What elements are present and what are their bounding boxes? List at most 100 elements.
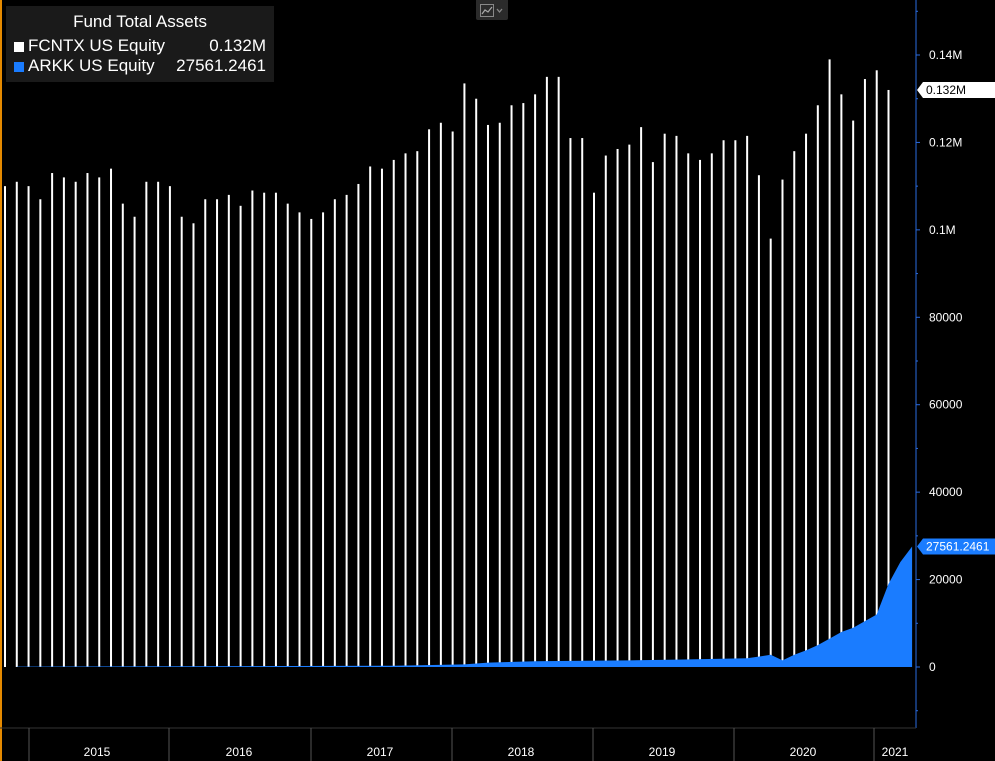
x-tick-label: 2015	[84, 745, 111, 759]
fcntx-bar	[392, 159, 395, 667]
fcntx-bar	[545, 76, 548, 668]
fcntx-bar	[734, 140, 737, 667]
fcntx-bar	[699, 159, 702, 667]
fcntx-bar	[357, 183, 360, 667]
y-tick-label: 0.1M	[929, 223, 956, 237]
x-tick-label: 2019	[649, 745, 676, 759]
fcntx-bar	[428, 129, 431, 668]
legend-row-arkk: ARKK US Equity 27561.2461	[14, 56, 266, 76]
fcntx-bar	[98, 177, 101, 667]
fcntx-bar	[380, 168, 383, 667]
fcntx-bar	[581, 138, 584, 668]
legend-value-fcntx: 0.132M	[209, 36, 266, 55]
fcntx-bar	[651, 162, 654, 667]
left-edge-line	[0, 0, 2, 761]
fcntx-last-value-marker	[917, 81, 995, 98]
y-tick-label: 0	[929, 660, 936, 674]
fcntx-bar	[298, 212, 301, 667]
fcntx-bar	[887, 89, 890, 667]
fcntx-bar	[687, 153, 690, 667]
fcntx-bar	[475, 98, 478, 667]
fcntx-bar	[593, 192, 595, 667]
fcntx-bar	[333, 199, 336, 667]
y-tick-label: 0.12M	[929, 135, 962, 149]
fcntx-bar	[463, 83, 466, 667]
legend-box: Fund Total Assets FCNTX US Equity 0.132M…	[6, 6, 274, 82]
legend-value-arkk: 27561.2461	[176, 56, 266, 75]
arkk-last-value-marker	[917, 538, 995, 555]
arkk-area-layer	[16, 546, 913, 667]
fcntx-bar	[828, 59, 831, 667]
x-tick-label: 2021	[882, 745, 909, 759]
fcntx-bar	[39, 199, 42, 667]
arkk-last-value-label: 27561.2461	[926, 540, 990, 554]
y-tick-label: 40000	[929, 485, 963, 499]
fcntx-bar	[239, 205, 242, 668]
fcntx-bar	[498, 122, 501, 667]
fcntx-bar	[816, 105, 819, 668]
fcntx-bar	[557, 76, 560, 668]
x-tick-label: 2016	[226, 745, 253, 759]
fcntx-bar	[769, 238, 772, 667]
fcntx-bar	[157, 181, 160, 667]
fcntx-bar	[875, 70, 878, 668]
fcntx-bar	[781, 179, 784, 668]
legend-row-fcntx: FCNTX US Equity 0.132M	[14, 36, 266, 56]
y-tick-label: 80000	[929, 310, 963, 324]
fcntx-bar	[675, 135, 678, 667]
fcntx-bar	[439, 122, 442, 667]
fcntx-bar	[322, 212, 325, 667]
fcntx-bar	[263, 192, 266, 667]
fcntx-bar	[62, 177, 65, 667]
fcntx-bar	[369, 166, 372, 667]
fcntx-bar	[204, 199, 207, 667]
fcntx-bar	[451, 131, 454, 667]
fcntx-bar	[251, 190, 254, 667]
fcntx-bar	[640, 127, 643, 668]
fcntx-bar	[404, 153, 407, 667]
fcntx-last-value-label: 0.132M	[926, 83, 966, 97]
fcntx-bar	[522, 103, 525, 668]
fcntx-bar	[628, 144, 631, 668]
fcntx-bar	[805, 133, 808, 667]
fcntx-bar	[840, 94, 843, 668]
fcntx-bar	[180, 216, 183, 667]
fcntx-bar	[722, 140, 725, 667]
fcntx-bar	[569, 138, 572, 668]
fcntx-bar	[510, 105, 513, 668]
fcntx-bar	[51, 173, 54, 667]
fcntx-bar	[192, 223, 195, 668]
chevron-down-icon	[496, 8, 503, 14]
fcntx-bar	[663, 133, 666, 667]
legend-name-fcntx: FCNTX US Equity	[28, 36, 165, 55]
fcntx-bar	[616, 148, 619, 667]
fcntx-bar	[227, 194, 230, 667]
fcntx-bar	[345, 194, 348, 667]
fcntx-bar	[168, 186, 171, 667]
arkk-area	[16, 546, 913, 667]
fcntx-swatch	[14, 42, 24, 52]
fcntx-bar	[133, 216, 136, 667]
fcntx-bar	[86, 173, 89, 667]
fcntx-bars	[4, 59, 890, 668]
x-tick-label: 2017	[367, 745, 394, 759]
x-tick-label: 2018	[508, 745, 535, 759]
fcntx-bar	[852, 120, 855, 668]
y-tick-label: 20000	[929, 573, 963, 587]
y-tick-label: 0.14M	[929, 48, 962, 62]
fcntx-bar	[286, 203, 289, 667]
fcntx-bar	[110, 168, 113, 667]
fcntx-bar	[604, 155, 607, 668]
fcntx-bar	[121, 203, 124, 667]
fcntx-bar	[416, 151, 419, 667]
fcntx-bar	[15, 181, 18, 667]
chart-type-button[interactable]	[476, 0, 508, 20]
fcntx-bar	[710, 153, 713, 667]
fcntx-bar	[863, 79, 866, 668]
fcntx-bar	[746, 135, 749, 667]
y-tick-label: 60000	[929, 398, 963, 412]
fcntx-bar	[486, 124, 489, 667]
legend-title: Fund Total Assets	[73, 12, 207, 31]
